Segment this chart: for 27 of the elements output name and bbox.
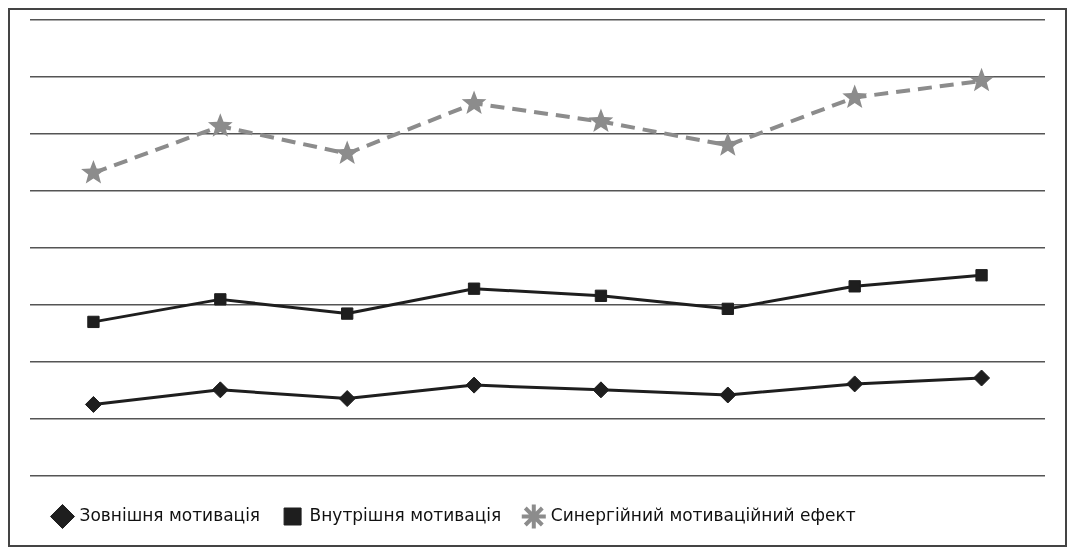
point [846,375,864,393]
point [84,395,102,413]
point [842,84,868,108]
point [848,280,861,293]
point [467,282,481,295]
point [461,90,487,114]
point [207,113,233,137]
point [214,293,227,306]
point [334,140,360,165]
point [338,390,356,408]
point [87,315,100,329]
point [592,381,610,399]
point [465,376,483,394]
point [719,386,737,404]
point [721,302,734,316]
point [975,269,988,282]
legend-label: Синергійний мотиваційний ефект [550,504,856,525]
point [341,307,354,320]
legend-label: Внутрішня мотивація [309,504,502,525]
legend-label: Зовнішня мотивація [79,504,261,525]
point [211,381,229,399]
point [594,289,608,302]
point [588,108,614,133]
point [973,369,991,387]
point [81,159,106,184]
point [715,132,741,156]
point [969,67,994,92]
